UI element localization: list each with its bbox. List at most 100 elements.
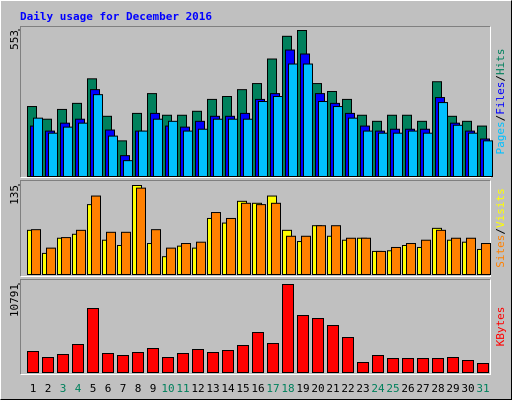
bar	[333, 106, 343, 177]
x-tick-label: 19	[296, 382, 309, 395]
bar	[27, 351, 39, 373]
bar	[228, 118, 238, 177]
bar	[481, 243, 491, 276]
panel-bevel	[20, 180, 491, 277]
bar	[198, 128, 208, 177]
bar	[48, 132, 58, 178]
x-tick-label: 7	[120, 382, 127, 395]
x-tick-label: 4	[75, 382, 82, 395]
x-tick-label: 6	[105, 382, 112, 395]
bar	[153, 118, 163, 177]
bar	[72, 344, 84, 374]
legend: Pages/Files/Hits	[494, 49, 507, 155]
bar	[42, 357, 54, 373]
x-tick-label: 9	[150, 382, 157, 395]
bar	[132, 352, 144, 374]
bar	[297, 315, 309, 373]
x-tick-label: 25	[386, 382, 399, 395]
bar	[138, 130, 148, 177]
bar	[108, 135, 118, 178]
bar	[93, 94, 103, 177]
x-tick-label: 28	[431, 382, 444, 395]
bar	[436, 229, 446, 276]
bar	[391, 246, 401, 275]
panel-bevel	[20, 279, 491, 375]
bar	[63, 126, 73, 177]
bar	[61, 237, 71, 275]
bar	[267, 343, 279, 374]
bar	[477, 363, 489, 373]
bar	[31, 229, 41, 275]
bar	[451, 237, 461, 275]
x-tick-label: 26	[401, 382, 414, 395]
x-tick-label: 23	[356, 382, 369, 395]
bar	[348, 117, 358, 177]
bar	[147, 348, 159, 373]
panel-bevel	[20, 180, 491, 277]
bar	[423, 132, 433, 178]
bar	[237, 345, 249, 374]
x-tick-label: 30	[461, 382, 474, 395]
bar	[286, 235, 296, 276]
bar	[273, 96, 283, 177]
bar	[483, 140, 493, 177]
bar	[76, 229, 86, 276]
x-tick-label: 14	[221, 382, 235, 395]
y-tick-label: 10791	[8, 284, 21, 317]
bar	[241, 202, 251, 275]
bar	[252, 332, 264, 373]
x-tick-label: 29	[446, 382, 459, 395]
y-tick-label: 135	[8, 185, 21, 205]
x-tick-label: 15	[236, 382, 249, 395]
bar	[466, 237, 476, 275]
bar	[342, 337, 354, 374]
bar	[211, 212, 221, 276]
bar	[46, 247, 56, 275]
panel-bevel	[20, 279, 491, 375]
chart-title: Daily usage for December 2016	[20, 10, 212, 23]
bar	[162, 357, 174, 373]
legend-separator: /	[494, 75, 507, 82]
bar	[123, 160, 133, 178]
x-tick-label: 17	[266, 382, 279, 395]
x-tick-label: 11	[176, 382, 189, 395]
bar	[327, 325, 339, 373]
legend-entry: Hits	[494, 49, 507, 76]
x-tick-label: 31	[476, 382, 489, 395]
x-tick-label: 18	[281, 382, 294, 395]
bar	[453, 124, 463, 178]
bar	[421, 239, 431, 276]
bar	[121, 231, 131, 275]
legend-entry: Sites	[494, 235, 507, 268]
bar	[357, 362, 369, 374]
bar	[288, 63, 298, 177]
bar	[402, 358, 414, 373]
bar	[271, 202, 281, 275]
x-tick-label: 16	[251, 382, 264, 395]
y-tick-label: 553	[8, 30, 21, 50]
bar	[183, 130, 193, 177]
x-tick-label: 12	[191, 382, 204, 395]
legend-entry: Visits	[494, 188, 507, 228]
bar	[387, 358, 399, 373]
bar	[207, 352, 219, 374]
bar	[151, 229, 161, 275]
x-tick-label: 1	[30, 382, 37, 395]
bar	[192, 349, 204, 373]
bar	[301, 235, 311, 276]
x-tick-label: 20	[311, 382, 324, 395]
bar	[438, 102, 448, 177]
bar	[87, 308, 99, 373]
bar	[346, 237, 356, 275]
x-tick-label: 8	[135, 382, 142, 395]
x-tick-label: 5	[90, 382, 97, 395]
bar	[378, 132, 388, 178]
x-tick-label: 24	[371, 382, 385, 395]
bar	[213, 118, 223, 177]
x-tick-label: 21	[326, 382, 339, 395]
bar	[406, 243, 416, 276]
bar	[106, 231, 116, 275]
bar	[331, 225, 341, 275]
